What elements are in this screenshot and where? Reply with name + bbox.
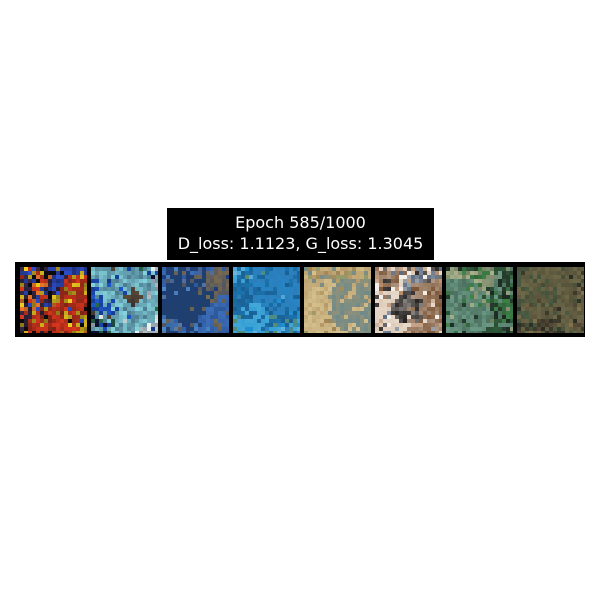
generated-sample-8 (517, 267, 584, 333)
generated-image-grid (15, 262, 585, 337)
loss-label: D_loss: 1.1123, G_loss: 1.3045 (177, 234, 424, 253)
generated-sample-6 (375, 267, 442, 333)
generated-sample-5 (304, 267, 371, 333)
epoch-label: Epoch 585/1000 (235, 213, 366, 232)
generated-sample-3 (162, 267, 229, 333)
generated-sample-4 (233, 267, 300, 333)
generated-sample-1 (20, 267, 87, 333)
generated-sample-7 (446, 267, 513, 333)
generated-sample-2 (91, 267, 158, 333)
figure-title: Epoch 585/1000 D_loss: 1.1123, G_loss: 1… (167, 208, 434, 260)
